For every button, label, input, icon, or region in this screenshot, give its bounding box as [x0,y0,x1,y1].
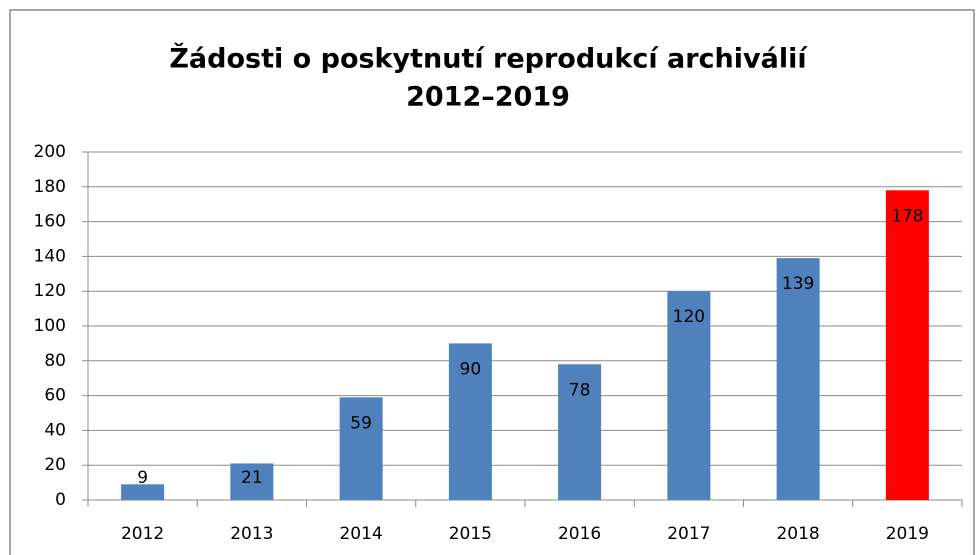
x-tick-label: 2013 [230,524,273,544]
x-tick-label: 2019 [886,524,929,544]
y-tick-label: 180 [34,177,66,197]
bar [121,484,165,500]
data-label: 90 [460,359,482,379]
data-label: 178 [891,206,923,226]
y-tick-label: 160 [34,212,66,232]
bar [558,364,602,500]
y-tick-label: 40 [44,420,66,440]
bar [776,258,820,500]
bar [230,463,274,500]
y-tick-label: 200 [34,142,66,162]
bar [448,343,492,500]
bar [339,397,383,500]
chart-title: 2012–2019 [406,82,570,113]
x-tick-label: 2015 [449,524,492,544]
y-tick-label: 100 [34,316,66,336]
y-tick-label: 60 [44,386,66,406]
data-label: 78 [569,380,591,400]
x-tick-label: 2014 [339,524,382,544]
data-label: 59 [350,413,372,433]
bar [885,190,929,500]
x-tick-label: 2017 [667,524,710,544]
chart-title: Žádosti o poskytnutí reprodukcí archivál… [169,43,808,75]
bar [667,291,711,500]
x-tick-label: 2018 [776,524,819,544]
data-label: 139 [782,274,814,294]
x-tick-label: 2012 [121,524,164,544]
x-tick-label: 2016 [558,524,601,544]
y-tick-label: 80 [44,351,66,371]
data-label: 120 [673,307,705,327]
y-tick-label: 120 [34,281,66,301]
data-label: 21 [241,468,263,488]
y-tick-label: 0 [55,490,66,510]
y-tick-label: 20 [44,455,66,475]
y-tick-label: 140 [34,246,66,266]
data-label: 9 [137,468,148,488]
